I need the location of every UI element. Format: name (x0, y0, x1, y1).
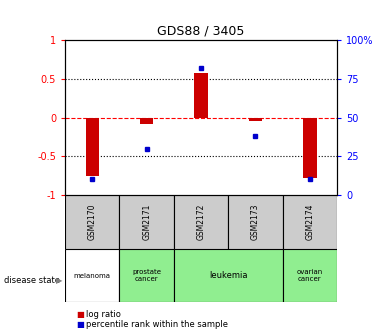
Bar (283, 249, 337, 302)
Text: GSM2173: GSM2173 (251, 204, 260, 240)
Bar (65, 195, 119, 249)
Bar (228, 195, 283, 249)
Text: melanoma: melanoma (74, 272, 111, 279)
Text: ▶: ▶ (56, 276, 62, 285)
Text: leukemia: leukemia (209, 271, 247, 280)
Bar (249, 118, 262, 121)
Text: log ratio: log ratio (86, 310, 121, 319)
Title: GDS88 / 3405: GDS88 / 3405 (157, 25, 245, 38)
Bar (174, 249, 283, 302)
Text: GSM2170: GSM2170 (88, 204, 97, 240)
Bar (303, 118, 317, 178)
Bar (119, 249, 174, 302)
Text: percentile rank within the sample: percentile rank within the sample (86, 320, 228, 329)
Bar (85, 118, 99, 175)
Text: GSM2172: GSM2172 (196, 204, 206, 240)
Text: ovarian
cancer: ovarian cancer (297, 269, 323, 282)
Text: GSM2174: GSM2174 (305, 204, 314, 240)
Bar (119, 195, 174, 249)
Text: disease state: disease state (4, 276, 60, 285)
Text: ■: ■ (77, 310, 85, 319)
Text: prostate
cancer: prostate cancer (132, 269, 161, 282)
Bar (174, 195, 228, 249)
Bar (65, 249, 119, 302)
Text: GSM2171: GSM2171 (142, 204, 151, 240)
Text: ■: ■ (77, 320, 85, 329)
Bar (283, 195, 337, 249)
Bar (140, 118, 154, 124)
Bar (194, 73, 208, 118)
